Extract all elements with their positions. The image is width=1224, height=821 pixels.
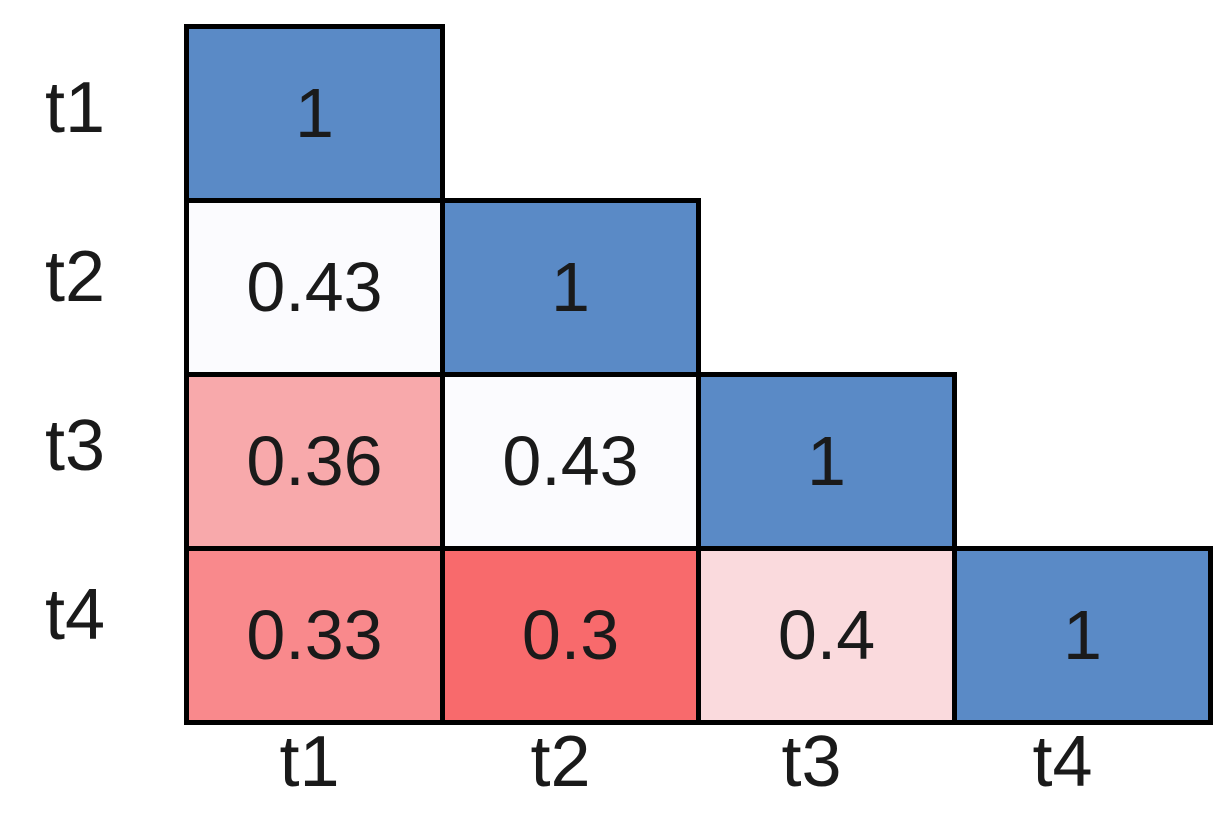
heatmap-row-t1: 1 (184, 24, 1211, 203)
heatmap-empty-cell (955, 375, 1211, 549)
heatmap-empty-cell (443, 27, 699, 201)
heatmap-row-t2: 0.43 1 (184, 198, 1211, 377)
x-axis-label-t2: t2 (530, 722, 591, 802)
heatmap-cell-t4-t4: 1 (952, 546, 1213, 725)
heatmap-cell-t3-t1: 0.36 (184, 372, 445, 551)
heatmap-cell-t3-t3: 1 (696, 372, 957, 551)
heatmap-cell-t2-t1: 0.43 (184, 198, 445, 377)
heatmap-cell-t1-t1: 1 (184, 24, 445, 203)
heatmap-cell-t4-t3: 0.4 (696, 546, 957, 725)
y-axis-label-t3: t3 (44, 406, 106, 486)
x-axis-label-t1: t1 (279, 722, 340, 802)
heatmap-empty-cell (699, 27, 955, 201)
y-axis-label-t4: t4 (44, 575, 106, 655)
heatmap-row-t3: 0.36 0.43 1 (184, 372, 1211, 551)
heatmap-cell-t2-t2: 1 (440, 198, 701, 377)
heatmap-empty-cell (699, 201, 955, 375)
heatmap-cell-t4-t1: 0.33 (184, 546, 445, 725)
x-axis-label-t3: t3 (781, 722, 842, 802)
x-axis-label-t4: t4 (1032, 722, 1093, 802)
heatmap-empty-cell (955, 201, 1211, 375)
heatmap-cell-t3-t2: 0.43 (440, 372, 701, 551)
heatmap-cell-t4-t2: 0.3 (440, 546, 701, 725)
heatmap-table: 1 0.43 1 0.36 0.43 1 0.33 0.3 0.4 1 (184, 24, 1213, 725)
y-axis-label-t1: t1 (44, 68, 106, 148)
heatmap-empty-cell (955, 27, 1211, 201)
heatmap-row-t4: 0.33 0.3 0.4 1 (184, 546, 1213, 725)
y-axis-label-t2: t2 (44, 237, 106, 317)
